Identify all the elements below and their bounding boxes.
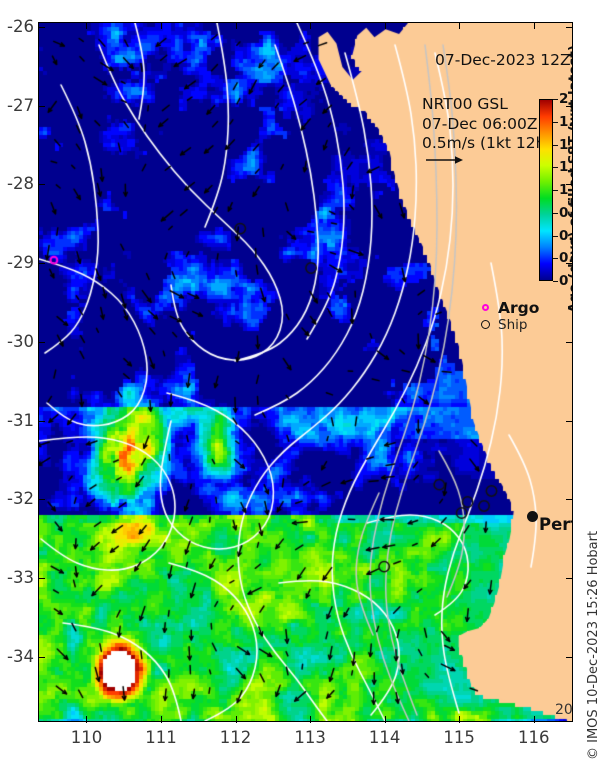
- legend-label-argo: Argo: [498, 298, 540, 317]
- y-tickmark-right: [566, 656, 573, 658]
- y-tickmark: [38, 184, 45, 186]
- y-tickmark: [38, 578, 45, 580]
- colorbar-tickmark: [553, 167, 558, 169]
- colorbar-tickmark: [553, 99, 558, 100]
- x-tickmark-top: [161, 22, 162, 29]
- y-tickmark-right: [566, 105, 573, 107]
- colorbar-tickmark: [553, 258, 558, 260]
- colorbar-tick-1.5: 1.5: [559, 136, 572, 153]
- city-marker-perth: [527, 511, 538, 522]
- y-tickmark-right: [566, 263, 573, 265]
- city-label-perth: Perth: [539, 515, 572, 534]
- info-block: NRT00 GSL 07-Dec 06:00Z 0.5m/s (1kt 12h): [422, 95, 551, 154]
- x-tickmark-top: [86, 22, 88, 29]
- colorbar-tick-0.5: 0.5: [559, 227, 572, 244]
- colorbar-tick-1: 1: [559, 182, 569, 198]
- bathymetry-legend: 200m 1000m: [555, 701, 573, 721]
- x-tick-label-113: 113: [294, 728, 326, 747]
- info-line-model: NRT00 GSL: [422, 95, 508, 113]
- x-tickmark: [310, 716, 312, 723]
- y-tickmark-right: [566, 26, 573, 28]
- colorbar-tick-1.25: 1.25: [559, 159, 573, 176]
- y-tickmark: [38, 499, 45, 501]
- colorbar-tickmark: [553, 144, 558, 146]
- y-tick-label--30: -30: [7, 331, 34, 351]
- y-tickmark-right: [566, 184, 573, 186]
- colorbar: [539, 99, 553, 281]
- bathy-label-200m: 200m: [555, 702, 573, 718]
- y-tickmark-right: [566, 341, 573, 343]
- argo-marker-icon: [477, 304, 493, 311]
- x-tickmark: [533, 716, 535, 723]
- y-tickmark-right: [566, 578, 573, 580]
- x-tickmark: [161, 716, 162, 723]
- y-tickmark-right: [566, 420, 573, 422]
- x-tick-label-112: 112: [219, 728, 252, 747]
- y-tick-label--28: -28: [7, 174, 34, 194]
- legend-row-argo: Argo: [477, 298, 540, 317]
- info-line-time: 07-Dec 06:00Z: [422, 114, 538, 133]
- info-line-scale: 0.5m/s (1kt 12h): [422, 134, 552, 152]
- colorbar-title: Age (days) of filled SST (wrt latest): [566, 44, 573, 313]
- colorbar-tickmark: [553, 121, 558, 123]
- x-tick-label-111: 111: [145, 728, 177, 747]
- y-tickmark: [38, 420, 45, 422]
- y-tickmark: [38, 26, 45, 28]
- y-tick-label--29: -29: [7, 253, 34, 273]
- x-tick-label-116: 116: [517, 728, 550, 747]
- vector-arrow-icon: [426, 156, 463, 164]
- colorbar-tick-labels: 0 0.25 0.5 0.75 1 1.25 1.5 1.75 2: [557, 89, 573, 299]
- x-tickmark: [235, 716, 237, 723]
- y-tickmark: [38, 341, 45, 343]
- colorbar-tickmark: [553, 212, 558, 214]
- y-tickmark: [38, 263, 45, 265]
- colorbar-tick-1.75: 1.75: [559, 113, 573, 130]
- y-tick-label--27: -27: [7, 95, 34, 115]
- colorbar-tickmark: [553, 281, 558, 282]
- x-tickmark: [384, 716, 386, 723]
- colorbar-tickmark: [553, 190, 558, 191]
- bathy-label-1000m: 1000m: [555, 719, 572, 721]
- y-tick-label--33: -33: [7, 568, 34, 588]
- x-tickmark-top: [533, 22, 535, 29]
- x-tickmark: [459, 716, 461, 723]
- legend-row-ship: Ship: [477, 316, 539, 333]
- y-tickmark: [38, 105, 45, 107]
- colorbar-tick-2: 2: [559, 91, 569, 107]
- y-tickmark-right: [566, 499, 573, 501]
- colorbar-tick-0.75: 0.75: [559, 204, 573, 221]
- colorbar-tick-0: 0: [559, 273, 569, 289]
- marker-legend: Argo Ship: [477, 299, 539, 333]
- map-plot-area[interactable]: 07-Dec-2023 12Z NRT00 GSL 07-Dec 06:00Z …: [38, 22, 573, 722]
- x-tickmark-top: [459, 22, 461, 29]
- x-tickmark: [86, 716, 88, 723]
- y-tickmark: [38, 656, 45, 658]
- ship-marker-icon: [477, 320, 493, 329]
- x-tickmark-top: [384, 22, 386, 29]
- x-tickmark-top: [235, 22, 237, 29]
- y-tick-label--34: -34: [7, 646, 34, 666]
- legend-label-ship: Ship: [498, 316, 528, 333]
- x-tick-label-110: 110: [70, 728, 103, 747]
- y-tick-label--26: -26: [7, 16, 34, 36]
- colorbar-tick-0.25: 0.25: [559, 250, 573, 267]
- y-tick-label--32: -32: [7, 489, 34, 509]
- x-tickmark-top: [310, 22, 312, 29]
- x-tick-label-115: 115: [443, 728, 475, 747]
- colorbar-tickmark: [553, 235, 558, 237]
- credit-text: © IMOS 10-Dec-2023 15:26 Hobart: [586, 530, 601, 760]
- x-tick-label-114: 114: [368, 728, 401, 747]
- contour-and-current-overlay: [39, 23, 572, 721]
- y-tick-label--31: -31: [7, 410, 34, 430]
- date-stamp: 07-Dec-2023 12Z: [435, 51, 571, 69]
